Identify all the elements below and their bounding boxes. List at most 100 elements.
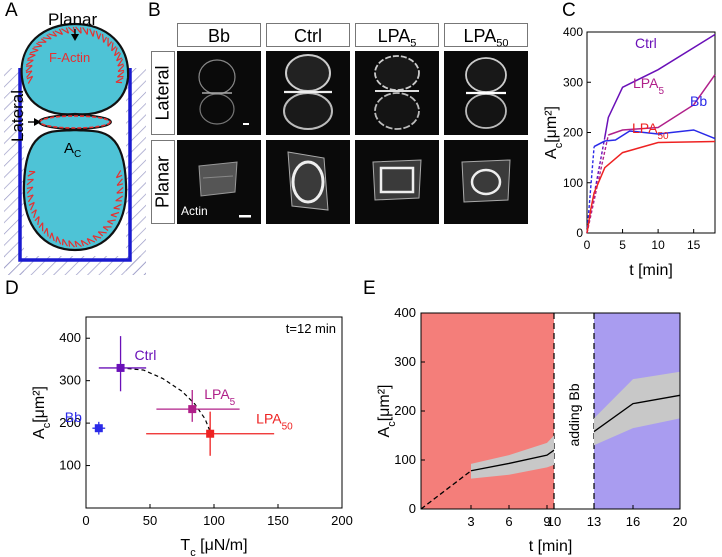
actin-filament — [26, 75, 33, 80]
series-label: LPA50 — [632, 120, 669, 142]
x-tick-label: 16 — [626, 514, 640, 529]
data-point — [94, 424, 103, 433]
x-tick-label: 13 — [587, 514, 601, 529]
series-line — [593, 129, 716, 148]
panel-letter-e: E — [363, 278, 376, 299]
actin-filament — [116, 186, 124, 194]
actin-filament — [51, 232, 55, 242]
actin-filament — [30, 202, 35, 211]
actin-filament — [115, 77, 124, 83]
panel-letter-b: B — [148, 0, 161, 21]
actin-filament — [27, 54, 36, 60]
x-tick-label: 3 — [467, 514, 474, 529]
actin-filament — [54, 30, 63, 35]
y-tick-label: 0 — [576, 226, 583, 240]
actin-filament — [110, 214, 117, 218]
planar-arrowhead — [71, 34, 79, 41]
actin-filament — [116, 52, 121, 62]
row-label-lateral: Lateral — [151, 51, 175, 135]
y-tick-label: 400 — [394, 305, 416, 320]
micrograph-lateral-lpa50 — [444, 51, 528, 135]
cell-schematic — [4, 22, 146, 275]
actin-filament — [74, 240, 78, 248]
x-tick-label: 6 — [505, 514, 512, 529]
actin-filament — [27, 194, 34, 198]
row-label-planar: Planar — [151, 140, 175, 224]
chart-area-vs-tension: 100 200 300 400 0 50 100 150 200 Tc [μN/m] Ac[μm²]… — [31, 316, 353, 557]
y-tick-label: 200 — [59, 415, 81, 430]
chart-area-after-bb: 0 100 200 300 400 3 6 910 13 16 20 t [min] Ac[μm²] ad… — [376, 305, 687, 555]
actin-filament — [86, 238, 91, 245]
y-tick-label: 100 — [394, 452, 416, 467]
actin-filament — [116, 174, 123, 179]
micrograph-planar-ctrl — [266, 140, 350, 224]
actin-filament — [25, 70, 33, 74]
actin-filament — [80, 240, 85, 247]
actin-filament — [117, 63, 124, 67]
actin-filament — [34, 216, 40, 222]
y-tick-label: 400 — [59, 330, 81, 345]
actin-filament — [113, 203, 122, 209]
actin-filament — [26, 70, 33, 78]
actin-filament — [80, 27, 82, 34]
micrograph-lateral-lpa5 — [355, 51, 439, 135]
actin-filament — [56, 236, 62, 245]
actin-filament — [42, 37, 52, 40]
actin-filament — [38, 222, 44, 228]
lateral-arrowhead — [34, 118, 41, 126]
series-line — [593, 394, 681, 433]
column-header-ctrl: Ctrl — [266, 23, 350, 47]
x-tick-label: 9 — [543, 514, 550, 529]
actin-filament — [82, 27, 88, 35]
column-header-lpa50: LPA50 — [444, 23, 528, 50]
micrograph-lateral-ctrl — [266, 51, 350, 135]
x-tick-label: 20 — [673, 514, 687, 529]
actin-filament — [117, 71, 125, 78]
series-label: Bb — [690, 93, 707, 109]
y-tick-label: 200 — [394, 403, 416, 418]
x-tick-label: 15 — [687, 238, 701, 252]
upper-cell — [20, 22, 130, 116]
point-label: LPA50 — [256, 411, 293, 433]
series-line — [608, 74, 716, 136]
actin-filament — [111, 46, 117, 52]
y-tick-label: 200 — [563, 126, 583, 140]
y-tick-label: 0 — [409, 501, 416, 516]
confidence-band — [594, 371, 680, 446]
series-line — [586, 140, 716, 234]
y-tick-label: 400 — [563, 25, 583, 39]
actin-filament — [75, 26, 82, 34]
actin-filament — [26, 178, 34, 186]
actin-filament — [33, 45, 42, 48]
x-tick-label: 200 — [331, 513, 353, 528]
fit-curve — [120, 367, 211, 432]
x-tick-label: 0 — [584, 238, 591, 252]
y-axis-label: Ac[μm²] — [31, 386, 53, 439]
actin-filament — [55, 236, 58, 243]
actin-filament — [37, 216, 40, 225]
actin-filament — [92, 30, 95, 37]
actin-filament — [25, 59, 34, 66]
point-label: LPA5 — [204, 386, 235, 408]
actin-filament — [65, 27, 70, 34]
series-label: LPA5 — [633, 75, 664, 97]
series-line — [470, 449, 555, 472]
actin-filament — [102, 226, 109, 231]
y-tick-label: 300 — [394, 354, 416, 369]
x-tick-label: 5 — [619, 238, 626, 252]
actin-filament — [31, 209, 37, 214]
actin-filament — [43, 227, 48, 234]
actin-filament — [46, 228, 49, 237]
actin-filament — [113, 207, 120, 210]
actin-filament — [115, 170, 122, 179]
actin-filament — [89, 28, 94, 37]
data-point — [206, 429, 215, 438]
actin-filament — [80, 239, 89, 246]
actin-filament — [110, 211, 120, 216]
actin-filament — [58, 28, 64, 35]
actin-filament — [27, 75, 34, 84]
actin-filament — [116, 191, 123, 194]
actin-filament — [86, 238, 96, 243]
actin-filament — [116, 178, 123, 186]
actin-filament — [116, 183, 124, 186]
